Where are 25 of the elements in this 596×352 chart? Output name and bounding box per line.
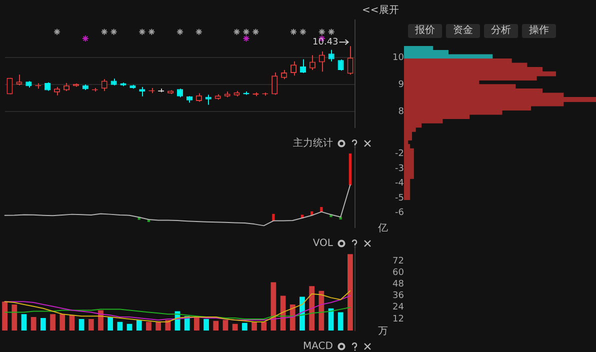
y-tick-label: -4	[395, 178, 404, 189]
y-tick-label: -6	[395, 208, 404, 218]
y-tick-label: 60	[392, 268, 404, 278]
y-axis-title: 亿	[378, 223, 388, 234]
y-axis-title: 万	[378, 326, 388, 337]
y-tick-label: 12	[392, 314, 404, 324]
y-tick-label: 36	[392, 291, 404, 302]
y-tick-label: -5	[395, 193, 404, 204]
annotation: 10.43	[312, 37, 338, 48]
text: 资金	[446, 24, 480, 38]
y-tick-label: 9	[398, 80, 404, 90]
text: <<展开	[362, 4, 399, 18]
y-tick-label: -2	[395, 149, 404, 160]
y-tick-label: 48	[392, 279, 404, 290]
text: MACD	[303, 341, 333, 352]
text: 分析	[484, 24, 518, 38]
chart-title: VOL	[312, 238, 333, 249]
y-tick-label: 24	[392, 302, 404, 313]
y-tick-label: -3	[395, 164, 404, 174]
text: 报价	[408, 24, 442, 38]
y-tick-label: 72	[392, 256, 404, 266]
text: 操作	[522, 24, 556, 38]
y-tick-label: 8	[398, 106, 404, 117]
chart-title: 主力统计	[293, 138, 333, 149]
y-tick-label: 10	[392, 53, 404, 64]
